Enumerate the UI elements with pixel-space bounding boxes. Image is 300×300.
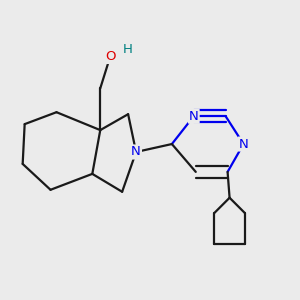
Text: N: N <box>131 146 141 158</box>
Text: O: O <box>105 50 116 63</box>
Text: N: N <box>189 110 199 123</box>
Text: N: N <box>238 137 248 151</box>
Text: H: H <box>123 43 133 56</box>
